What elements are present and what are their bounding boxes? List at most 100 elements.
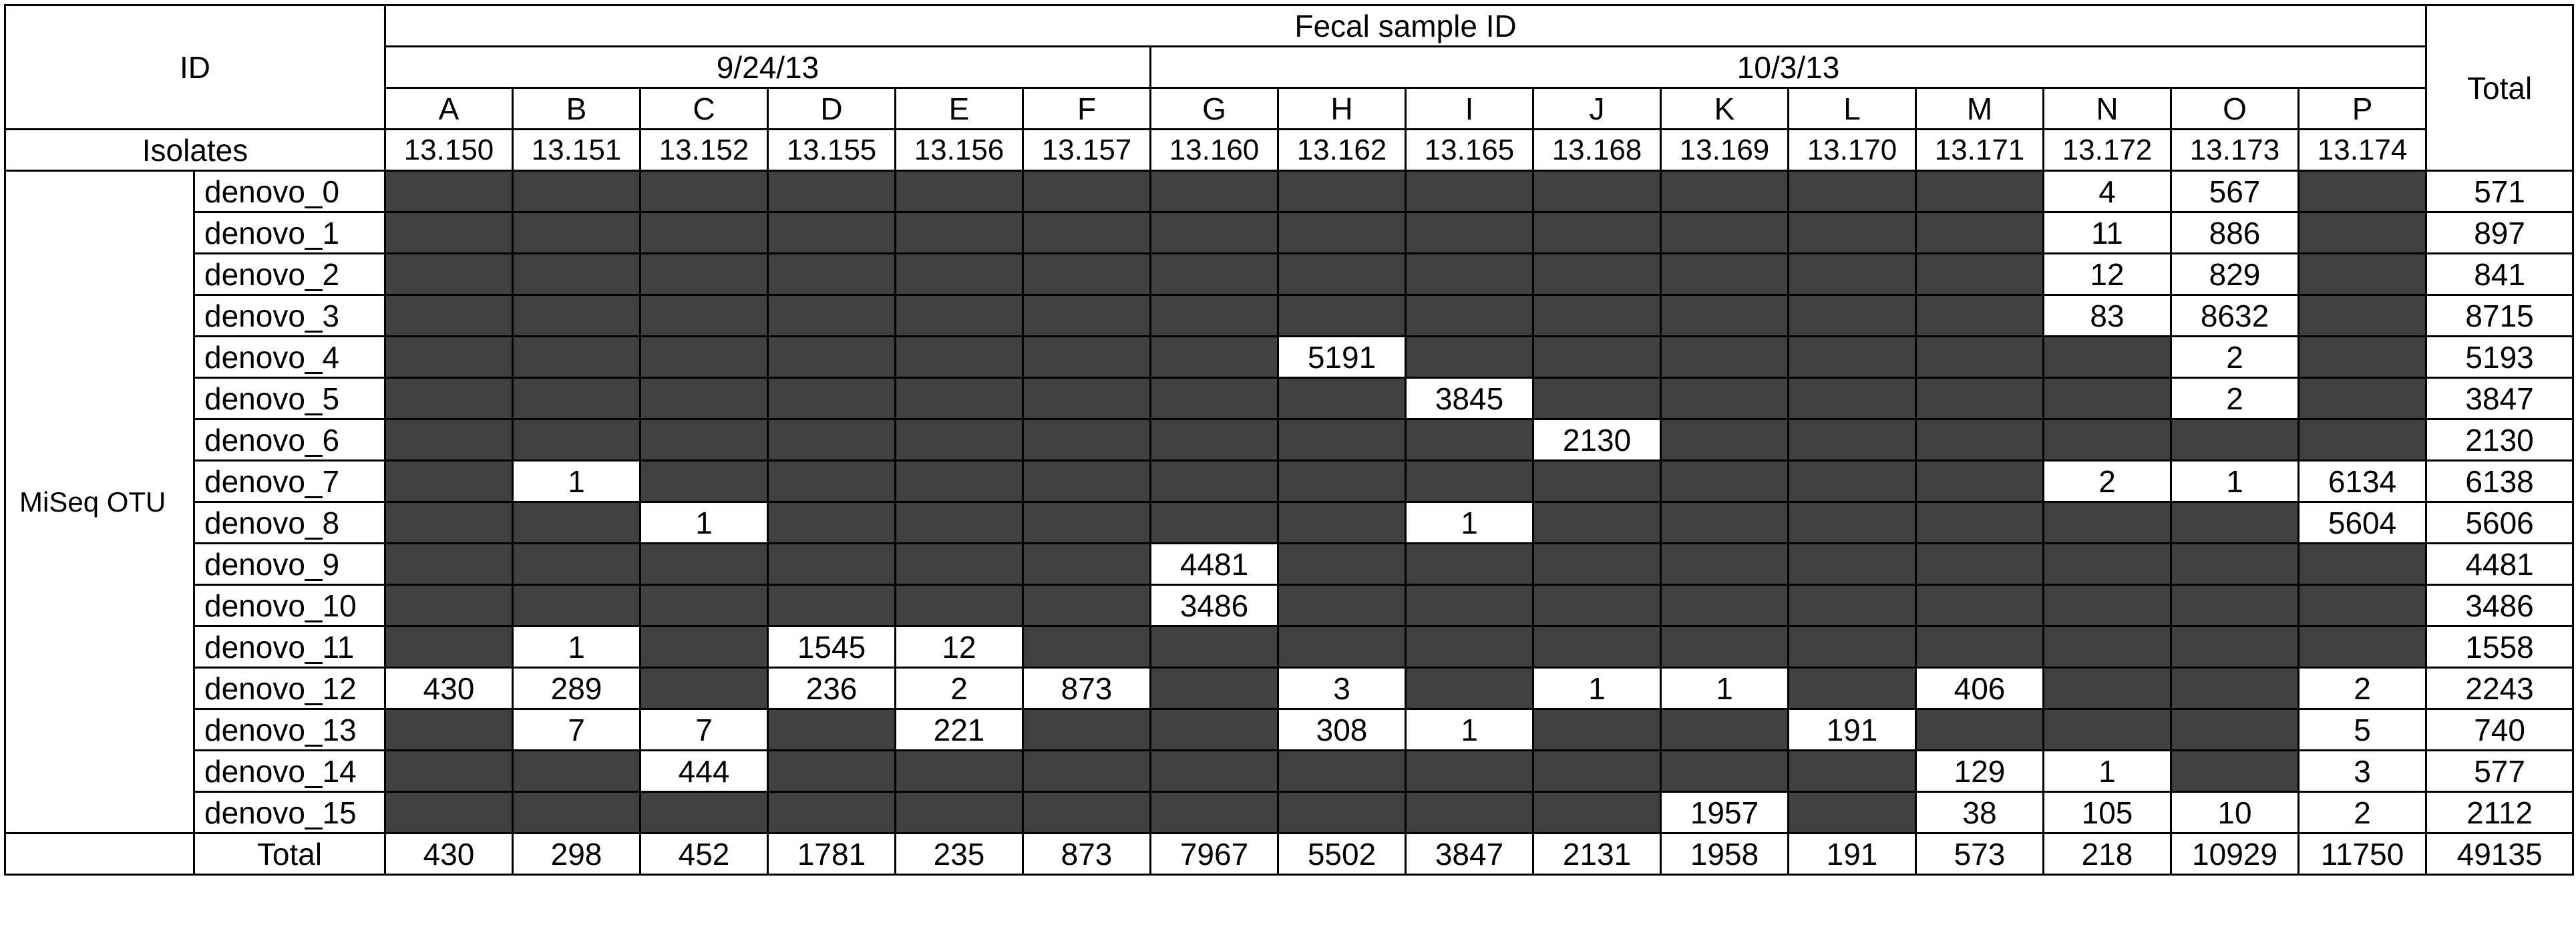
- empty-cell: [1022, 501, 1151, 544]
- empty-cell: [2297, 625, 2428, 669]
- empty-cell: [894, 377, 1024, 420]
- empty-cell: [639, 584, 769, 627]
- column-letter: B: [512, 87, 641, 130]
- empty-cell: [1915, 501, 2044, 544]
- otu-label: denovo_1: [193, 211, 386, 254]
- empty-cell: [1532, 749, 1662, 793]
- count-cell: 221: [894, 708, 1024, 751]
- count-cell: 2: [2170, 335, 2299, 379]
- empty-cell: [2297, 252, 2428, 296]
- empty-cell: [894, 542, 1024, 586]
- column-letter: K: [1660, 87, 1789, 130]
- isolate-id: 13.157: [1022, 128, 1151, 172]
- empty-cell: [1149, 211, 1279, 254]
- otu-label: denovo_13: [193, 708, 386, 751]
- empty-cell: [1915, 335, 2044, 379]
- count-cell: 83: [2042, 294, 2172, 337]
- empty-cell: [1277, 625, 1407, 669]
- empty-cell: [2297, 335, 2428, 379]
- empty-cell: [2297, 170, 2428, 213]
- empty-cell: [512, 791, 641, 834]
- count-cell: 1: [512, 625, 641, 669]
- empty-cell: [2042, 377, 2172, 420]
- row-total: 2130: [2425, 418, 2575, 461]
- count-cell: 567: [2170, 170, 2299, 213]
- empty-cell: [894, 459, 1024, 503]
- empty-cell: [1915, 584, 2044, 627]
- column-total: 3847: [1405, 832, 1534, 876]
- empty-cell: [1405, 294, 1534, 337]
- empty-cell: [1787, 335, 1917, 379]
- row-total: 3486: [2425, 584, 2575, 627]
- empty-cell: [1915, 252, 2044, 296]
- empty-cell: [767, 418, 896, 461]
- miseq-otu-label: MiSeq OTU: [4, 170, 195, 834]
- empty-cell: [512, 418, 641, 461]
- otu-label: denovo_12: [193, 667, 386, 710]
- empty-cell: [1022, 170, 1151, 213]
- otu-label: denovo_15: [193, 791, 386, 834]
- row-total: 577: [2425, 749, 2575, 793]
- empty-cell: [1532, 170, 1662, 213]
- empty-cell: [1532, 501, 1662, 544]
- empty-cell: [512, 294, 641, 337]
- empty-cell: [1532, 708, 1662, 751]
- empty-cell: [1787, 501, 1917, 544]
- empty-cell: [1277, 418, 1407, 461]
- isolate-id: 13.150: [384, 128, 514, 172]
- row-total: 2112: [2425, 791, 2575, 834]
- empty-cell: [639, 377, 769, 420]
- count-cell: 6134: [2297, 459, 2428, 503]
- empty-cell: [1277, 211, 1407, 254]
- empty-cell: [2042, 584, 2172, 627]
- empty-cell: [1277, 170, 1407, 213]
- empty-cell: [384, 294, 514, 337]
- empty-cell: [1149, 170, 1279, 213]
- empty-cell: [2170, 625, 2299, 669]
- empty-cell: [1022, 252, 1151, 296]
- empty-cell: [894, 335, 1024, 379]
- table-row: denovo_3 83 8632 8715: [5, 294, 2575, 337]
- empty-cell: [1532, 459, 1662, 503]
- empty-cell: [1149, 459, 1279, 503]
- table-row: denovo_8 1 1 5604 5606: [5, 501, 2575, 544]
- count-cell: 5191: [1277, 335, 1407, 379]
- column-total: 5502: [1277, 832, 1407, 876]
- empty-cell: [2170, 667, 2299, 710]
- count-cell: 236: [767, 667, 896, 710]
- empty-cell: [639, 252, 769, 296]
- empty-cell: [1915, 708, 2044, 751]
- count-cell: 3: [1277, 667, 1407, 710]
- empty-cell: [2170, 708, 2299, 751]
- empty-cell: [384, 252, 514, 296]
- table-row: denovo_11 1 1545 12 1558: [5, 625, 2575, 669]
- count-cell: 2: [2042, 459, 2172, 503]
- empty-cell: [1787, 252, 1917, 296]
- empty-cell: [512, 584, 641, 627]
- empty-cell: [384, 459, 514, 503]
- otu-label: denovo_7: [193, 459, 386, 503]
- isolates-label: Isolates: [4, 128, 386, 172]
- count-cell: 829: [2170, 252, 2299, 296]
- empty-cell: [1532, 584, 1662, 627]
- empty-cell: [894, 170, 1024, 213]
- empty-cell: [384, 584, 514, 627]
- count-cell: 1: [1532, 667, 1662, 710]
- empty-cell: [1277, 501, 1407, 544]
- empty-cell: [2297, 584, 2428, 627]
- empty-cell: [1022, 211, 1151, 254]
- column-letter: I: [1405, 87, 1534, 130]
- otu-label: denovo_14: [193, 749, 386, 793]
- column-total: 191: [1787, 832, 1917, 876]
- empty-cell: [384, 708, 514, 751]
- count-cell: 289: [512, 667, 641, 710]
- count-cell: 11: [2042, 211, 2172, 254]
- count-cell: 444: [639, 749, 769, 793]
- empty-cell: [639, 542, 769, 586]
- empty-cell: [1149, 749, 1279, 793]
- count-cell: 430: [384, 667, 514, 710]
- column-total: 10929: [2170, 832, 2299, 876]
- empty-cell: [2042, 501, 2172, 544]
- count-cell: 105: [2042, 791, 2172, 834]
- empty-cell: [2297, 542, 2428, 586]
